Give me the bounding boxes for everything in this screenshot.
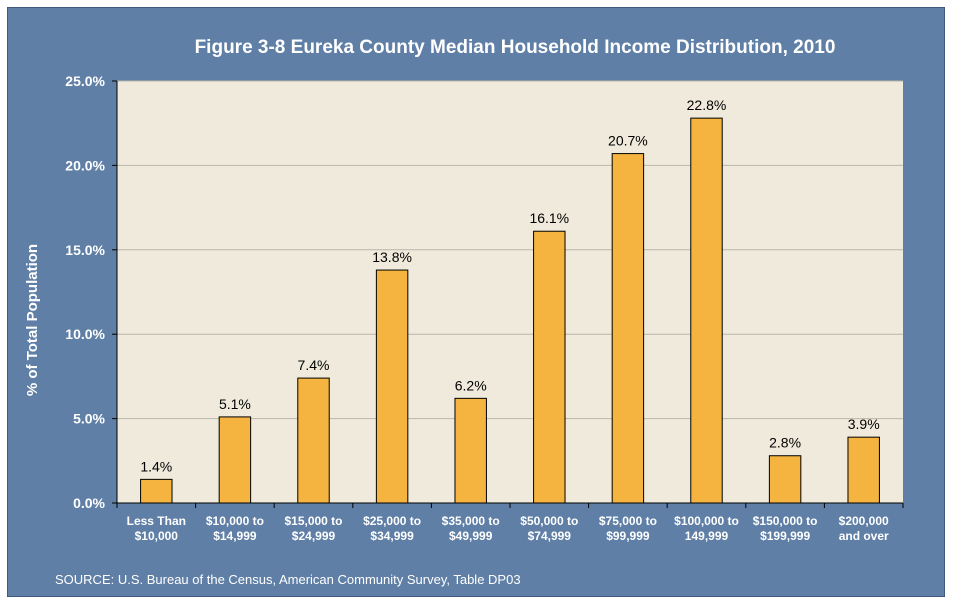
bar — [297, 377, 330, 504]
bar — [218, 416, 252, 504]
bar — [768, 455, 802, 504]
data-label: 13.8% — [372, 249, 412, 265]
data-label: 6.2% — [455, 377, 487, 393]
data-label: 20.7% — [608, 133, 648, 149]
data-label: 22.8% — [687, 97, 727, 113]
y-tick-label: 15.0% — [65, 242, 105, 258]
x-tick-label: $15,000 to $24,999 — [284, 514, 342, 543]
y-axis-label: % of Total Population — [24, 244, 41, 396]
y-tick-label: 5.0% — [73, 411, 105, 427]
x-tick-label: $35,000 to $49,999 — [442, 514, 500, 543]
x-tick-label: $50,000 to $74,999 — [520, 514, 578, 543]
data-label: 2.8% — [769, 435, 801, 451]
chart-title: Figure 3-8 Eureka County Median Househol… — [195, 37, 836, 58]
data-label: 16.1% — [529, 210, 569, 226]
bar — [454, 397, 487, 504]
y-tick-label: 10.0% — [65, 326, 105, 342]
bar — [533, 230, 566, 504]
bar — [611, 153, 645, 504]
bars — [140, 117, 880, 504]
x-tick-label: $75,000 to $99,999 — [599, 514, 657, 543]
bar — [140, 478, 173, 504]
x-tick-label: $10,000 to $14,999 — [206, 514, 264, 543]
y-axis-ticks: 0.0% 5.0% 10.0% 15.0% 20.0% 25.0% — [65, 73, 105, 511]
y-tick-label: 25.0% — [65, 73, 105, 89]
data-labels: 1.4% 5.1% 7.4% 13.8% 6.2% 16.1% 20.7% 22.8% 2.8%… — [140, 97, 879, 474]
x-tick-label: $100,000 to 149,999 — [674, 514, 739, 543]
x-tick-label: Less Than $10,000 — [127, 514, 186, 543]
data-label: 1.4% — [140, 458, 172, 474]
y-tick-label: 20.0% — [65, 157, 105, 173]
bar — [847, 436, 880, 504]
x-tick-label: $200,000 and over — [839, 514, 889, 543]
data-label: 7.4% — [298, 357, 330, 373]
bar — [375, 269, 409, 504]
bar — [690, 117, 723, 504]
y-tick-label: 0.0% — [73, 495, 105, 511]
data-label: 3.9% — [848, 416, 880, 432]
x-axis-ticks: Less Than $10,000 $10,000 to $14,999 $15,000… — [127, 514, 889, 543]
data-label: 5.1% — [219, 396, 251, 412]
x-tick-label: $25,000 to $34,999 — [363, 514, 421, 543]
x-tick-label: $150,000 to $199,999 — [753, 514, 818, 543]
source-note: SOURCE: U.S. Bureau of the Census, Ameri… — [55, 572, 521, 587]
